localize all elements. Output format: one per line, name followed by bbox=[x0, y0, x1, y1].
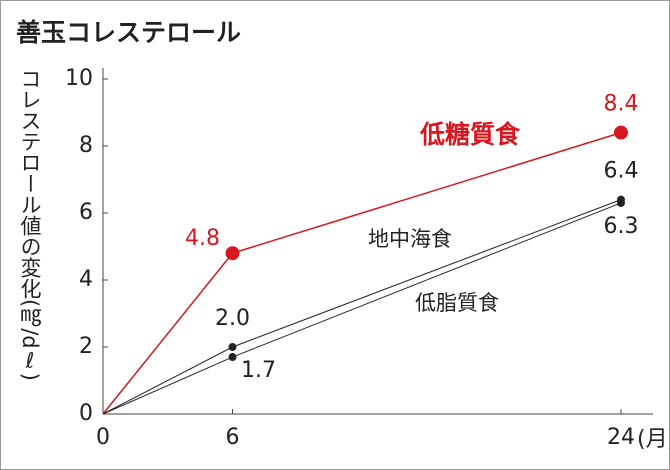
x-tick-label: 0 bbox=[96, 425, 110, 450]
value-label: 2.0 bbox=[215, 306, 250, 331]
y-tick-label: 6 bbox=[79, 200, 93, 225]
value-label: 4.8 bbox=[185, 226, 220, 251]
series-label: 地中海食 bbox=[368, 227, 452, 251]
y-tick-label: 8 bbox=[79, 133, 93, 158]
data-point bbox=[228, 353, 237, 362]
value-label: 6.3 bbox=[604, 214, 639, 239]
data-point bbox=[225, 246, 240, 261]
y-tick-label: 0 bbox=[79, 401, 93, 426]
y-axis-label: コレステロール値の変化(㎎/dℓ) bbox=[18, 68, 42, 381]
x-tick-label: 6 bbox=[226, 425, 240, 450]
chart-title: 善玉コレステロール bbox=[16, 18, 241, 47]
y-tick-label: 4 bbox=[79, 267, 93, 292]
data-point bbox=[617, 198, 625, 207]
series-label: 低糖質食 bbox=[419, 120, 521, 149]
x-tick-label: 24 bbox=[607, 425, 635, 450]
data-point bbox=[614, 125, 628, 140]
data-point bbox=[228, 343, 237, 351]
value-label: 1.7 bbox=[241, 358, 276, 383]
value-label: 8.4 bbox=[604, 92, 639, 117]
value-label: 6.4 bbox=[604, 159, 639, 184]
y-tick-label: 2 bbox=[79, 334, 93, 359]
series-label: 低脂質食 bbox=[415, 291, 499, 315]
x-axis-label: (月) bbox=[637, 427, 670, 452]
y-tick-label: 10 bbox=[65, 66, 93, 91]
